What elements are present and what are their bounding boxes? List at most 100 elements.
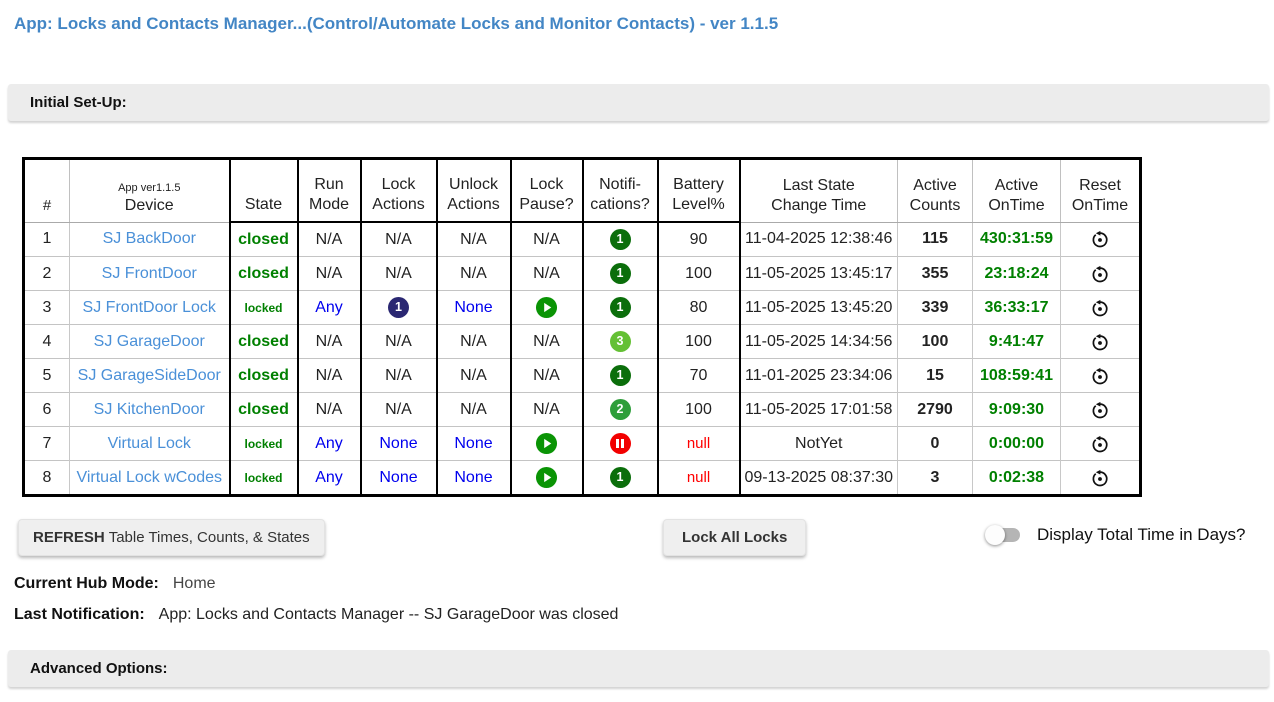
- state-text: closed: [238, 264, 289, 282]
- row-number: 4: [23, 324, 70, 359]
- col-header-reset-ontime: Reset OnTime: [1060, 158, 1141, 223]
- state-text: closed: [238, 332, 289, 350]
- device-link[interactable]: SJ GarageSideDoor: [77, 366, 221, 384]
- active-counts-value: 2790: [897, 392, 973, 427]
- last-change-value: NotYet: [738, 426, 898, 461]
- lock-actions-value: N/A: [359, 358, 437, 393]
- state-text: closed: [238, 366, 289, 384]
- unlock-actions-value: N/A: [435, 324, 511, 359]
- col-header-lock-actions: Lock Actions: [359, 158, 437, 223]
- row-number: 2: [23, 256, 70, 291]
- last-change-value: 11-05-2025 17:01:58: [738, 392, 898, 427]
- device-link[interactable]: SJ GarageDoor: [93, 332, 205, 350]
- active-counts-value: 100: [897, 324, 973, 359]
- unlock-actions-value[interactable]: None: [454, 468, 493, 486]
- run-mode-value: N/A: [296, 392, 361, 427]
- battery-value: 90: [656, 221, 740, 257]
- lock-all-locks-button[interactable]: Lock All Locks: [663, 519, 807, 556]
- lock-pause-run-button[interactable]: [535, 432, 558, 455]
- run-mode-value[interactable]: Any: [315, 298, 343, 316]
- run-mode-value[interactable]: Any: [315, 434, 343, 452]
- col-header-run-mode: Run Mode: [296, 158, 361, 223]
- last-change-value: 11-05-2025 13:45:20: [738, 290, 898, 325]
- pause-icon: [616, 439, 619, 448]
- notification-count-badge[interactable]: 1: [609, 467, 631, 488]
- active-ontime-value: 23:18:24: [972, 256, 1061, 291]
- last-change-value: 09-13-2025 08:37:30: [738, 460, 898, 496]
- section-initial-setup[interactable]: Initial Set-Up:: [8, 84, 1269, 121]
- col-header-active-ontime: Active OnTime: [972, 158, 1061, 223]
- play-circle-icon: [535, 466, 558, 489]
- reset-ontime-button[interactable]: [1090, 264, 1110, 284]
- row-number: 8: [23, 460, 70, 496]
- reset-ontime-button[interactable]: [1090, 468, 1110, 488]
- active-ontime-value: 9:41:47: [972, 324, 1061, 359]
- active-ontime-value: 0:02:38: [972, 460, 1061, 496]
- lock-pause-run-button[interactable]: [535, 296, 558, 319]
- notification-count-badge[interactable]: 2: [609, 399, 631, 420]
- col-header-state: State: [228, 158, 298, 223]
- unlock-actions-value[interactable]: None: [454, 298, 493, 316]
- last-notification-value: App: Locks and Contacts Manager -- SJ Ga…: [158, 606, 619, 623]
- unlock-actions-value: N/A: [435, 256, 511, 291]
- days-toggle-label: Display Total Time in Days?: [1037, 525, 1246, 544]
- last-change-value: 11-05-2025 14:34:56: [738, 324, 898, 359]
- reset-ontime-button[interactable]: [1090, 434, 1110, 454]
- reset-ontime-button[interactable]: [1090, 366, 1110, 386]
- row-number: 1: [23, 221, 70, 257]
- lock-actions-value[interactable]: None: [379, 468, 418, 486]
- active-counts-value: 339: [897, 290, 973, 325]
- notification-count-badge[interactable]: 1: [609, 297, 631, 318]
- device-link[interactable]: Virtual Lock: [107, 434, 191, 452]
- reset-ontime-button[interactable]: [1090, 400, 1110, 420]
- last-notification-line: Last Notification: App: Locks and Contact…: [14, 606, 1274, 624]
- col-header-active-counts: Active Counts: [897, 158, 973, 223]
- table-row: 1 SJ BackDoor closed N/A N/A N/A N/A 1 9…: [23, 221, 1141, 257]
- toggle-knob: [985, 525, 1005, 545]
- section-advanced-options[interactable]: Advanced Options:: [8, 650, 1269, 687]
- lock-pause-run-button[interactable]: [535, 466, 558, 489]
- refresh-button[interactable]: REFRESH Table Times, Counts, & States: [18, 519, 325, 556]
- last-change-value: 11-01-2025 23:34:06: [738, 358, 898, 393]
- state-text: locked: [244, 436, 283, 451]
- device-link[interactable]: Virtual Lock wCodes: [76, 468, 223, 486]
- run-mode-value[interactable]: Any: [315, 468, 343, 486]
- reset-history-icon: [1092, 469, 1108, 486]
- active-counts-value: 3: [897, 460, 973, 496]
- device-link[interactable]: SJ BackDoor: [102, 230, 196, 248]
- device-link[interactable]: SJ KitchenDoor: [93, 400, 205, 418]
- reset-history-icon: [1092, 231, 1108, 248]
- days-toggle[interactable]: [985, 525, 1022, 545]
- device-link[interactable]: SJ FrontDoor Lock: [82, 298, 216, 316]
- row-number: 6: [23, 392, 70, 427]
- reset-ontime-button[interactable]: [1090, 298, 1110, 318]
- lock-pause-value: N/A: [509, 392, 583, 427]
- notification-count-badge[interactable]: 1: [609, 365, 631, 386]
- notification-count-badge[interactable]: 3: [609, 331, 631, 352]
- state-text: locked: [244, 470, 283, 485]
- battery-value: 100: [656, 256, 740, 291]
- reset-history-icon: [1092, 401, 1108, 418]
- run-mode-value: N/A: [296, 358, 361, 393]
- run-mode-value: N/A: [296, 256, 361, 291]
- notifications-paused-badge[interactable]: [609, 433, 631, 454]
- reset-history-icon: [1092, 299, 1108, 316]
- run-mode-value: N/A: [296, 221, 361, 257]
- battery-value: 70: [656, 358, 740, 393]
- lock-actions-value: N/A: [359, 256, 437, 291]
- lock-actions-count-badge[interactable]: 1: [388, 297, 409, 318]
- reset-history-icon: [1092, 435, 1108, 452]
- unlock-actions-value: N/A: [435, 358, 511, 393]
- col-header-lock-pause: Lock Pause?: [509, 158, 583, 223]
- lock-actions-value[interactable]: None: [379, 434, 418, 452]
- active-ontime-value: 430:31:59: [972, 221, 1061, 257]
- notification-count-badge[interactable]: 1: [609, 229, 631, 250]
- reset-ontime-button[interactable]: [1090, 332, 1110, 352]
- reset-ontime-button[interactable]: [1090, 229, 1110, 249]
- state-text: closed: [238, 230, 289, 248]
- active-ontime-value: 36:33:17: [972, 290, 1061, 325]
- unlock-actions-value[interactable]: None: [454, 434, 493, 452]
- notification-count-badge[interactable]: 1: [609, 263, 631, 284]
- device-link[interactable]: SJ FrontDoor: [101, 264, 197, 282]
- row-number: 5: [23, 358, 70, 393]
